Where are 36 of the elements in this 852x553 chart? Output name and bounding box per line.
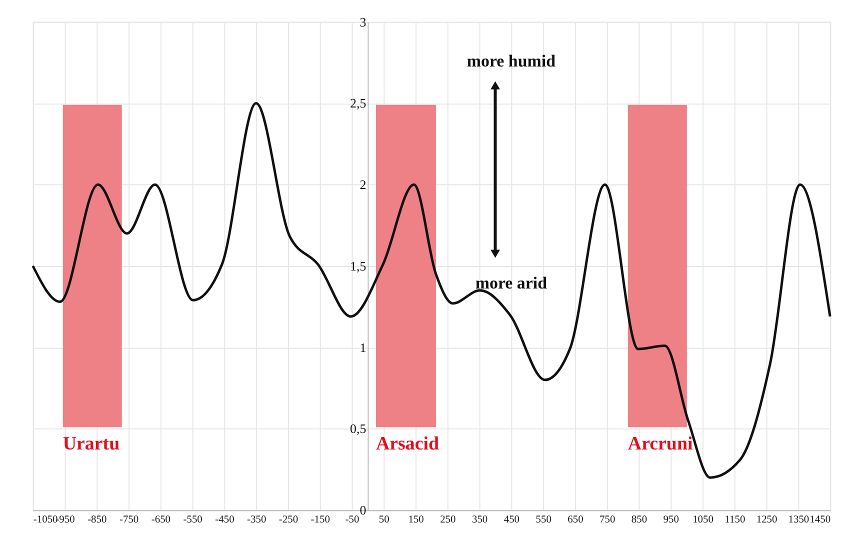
x-tick-label: -250 (278, 514, 298, 526)
y-tick-label: 0,5 (350, 421, 366, 436)
x-tick-label: 850 (631, 514, 648, 526)
x-tick-label: 750 (600, 514, 616, 526)
x-tick-label: 1350 (788, 514, 810, 526)
x-tick-label: 350 (472, 514, 488, 526)
y-tick-label: 3 (360, 14, 366, 30)
x-tick-label: -50 (345, 514, 360, 526)
x-tick-label: 150 (408, 514, 424, 526)
x-tick-label: 50 (378, 514, 390, 526)
x-tick-label: 550 (536, 514, 552, 526)
band-label: Arsacid (376, 433, 440, 454)
annotation: more humid (466, 52, 556, 71)
y-tick-label: 2,5 (350, 96, 366, 111)
y-tick-label: 1 (360, 340, 366, 355)
x-tick-label: 1250 (756, 514, 778, 526)
y-tick-label: 0 (360, 502, 366, 518)
x-tick-label: -850 (88, 514, 107, 526)
x-tick-label: -350 (247, 514, 266, 526)
x-tick-label: -550 (183, 514, 202, 526)
y-tick-label: 2 (360, 177, 366, 192)
x-tick-label: 250 (440, 514, 456, 526)
x-tick-label: -750 (119, 514, 139, 526)
y-tick-label: 1,5 (350, 258, 366, 274)
band-label: Arcruni (628, 433, 693, 454)
x-tick-label: 450 (504, 514, 520, 526)
annotation: more arid (475, 274, 548, 293)
band-label: Urartu (62, 433, 120, 454)
x-tick-label: -650 (151, 514, 171, 526)
x-tick-label: 1150 (724, 514, 746, 526)
x-tick-label: 1050 (692, 514, 714, 526)
x-tick-label: 650 (568, 514, 584, 526)
x-tick-label: -150 (310, 514, 330, 526)
x-tick-label: 1450 (810, 514, 831, 526)
x-tick-label: 950 (663, 514, 679, 526)
x-tick-label: -450 (215, 514, 234, 526)
